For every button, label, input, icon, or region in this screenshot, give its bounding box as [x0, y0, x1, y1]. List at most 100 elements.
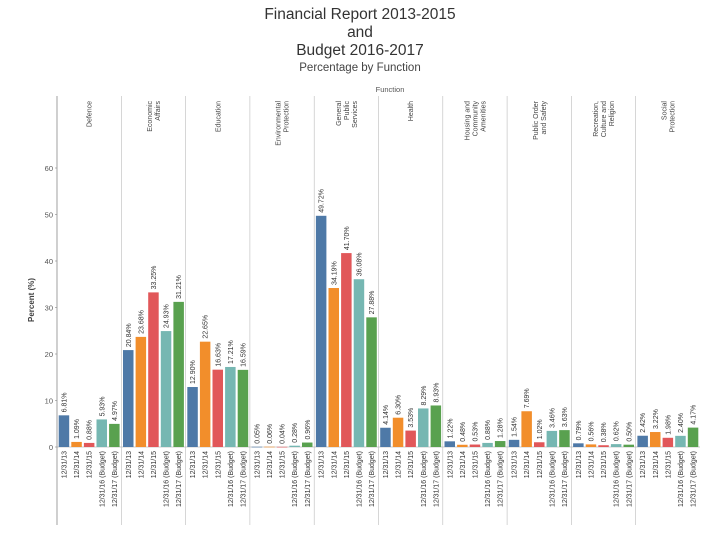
data-label: 0.28% [292, 423, 299, 443]
data-label: 0.96% [305, 420, 312, 440]
bar [418, 408, 429, 447]
bar [366, 317, 377, 447]
panel-header-label: Housing and [464, 101, 471, 140]
data-label: 27.88% [369, 291, 376, 315]
bar [559, 430, 570, 447]
data-label: 34.19% [331, 261, 338, 285]
data-label: 41.70% [344, 226, 351, 250]
x-tick-label: 12/31/17 (Budget) [240, 451, 247, 507]
x-tick-label: 12/31/14 [74, 451, 81, 478]
panel-header-label: and Safety [541, 101, 548, 135]
data-label: 1.98% [665, 415, 672, 435]
data-label: 12.90% [190, 360, 197, 384]
bar [687, 427, 699, 447]
bar [123, 350, 134, 447]
bar [508, 439, 520, 447]
data-label: 8.29% [421, 386, 428, 406]
panel-header-label: Health [408, 101, 415, 121]
bar [173, 301, 184, 447]
x-tick-label: 12/31/15 [408, 451, 415, 478]
data-label: 0.50% [626, 422, 633, 442]
data-label: 16.59% [240, 343, 247, 367]
facet-header-title: Function [376, 85, 405, 94]
x-tick-label: 12/31/17 (Budget) [176, 451, 183, 507]
chart-title-block: Financial Report 2013-2015 and Budget 20… [0, 6, 720, 75]
bar [315, 215, 327, 447]
x-tick-label: 12/31/17 (Budget) [498, 451, 505, 507]
data-label: 0.05% [254, 424, 261, 444]
y-axis-label: Percent (%) [27, 278, 36, 322]
data-label: 22.65% [203, 315, 210, 339]
data-label: 24.93% [164, 304, 171, 328]
data-label: 4.17% [691, 405, 698, 425]
bar [469, 444, 481, 447]
bar [199, 341, 211, 447]
data-label: 2.40% [678, 413, 685, 433]
data-label: 0.48% [460, 422, 467, 442]
bar [392, 417, 404, 447]
bar [289, 445, 300, 447]
data-label: 0.62% [614, 421, 621, 441]
bar [546, 430, 558, 447]
x-tick-label: 12/31/16 (Budget) [164, 451, 171, 507]
x-tick-label: 12/31/16 (Budget) [485, 451, 492, 507]
x-tick-label: 12/31/15 [601, 451, 608, 478]
x-tick-label: 12/31/14 [138, 451, 145, 478]
x-tick-label: 12/31/15 [665, 451, 672, 478]
bar [637, 435, 648, 447]
bar [160, 331, 172, 447]
chart-title-line-1: Financial Report 2013-2015 [264, 6, 456, 23]
x-tick-label: 12/31/15 [280, 451, 287, 478]
x-tick-label: 12/31/17 (Budget) [433, 451, 440, 507]
x-tick-label: 12/31/16 (Budget) [421, 451, 428, 507]
bar [237, 369, 249, 447]
bar [598, 445, 609, 447]
bar [341, 253, 352, 447]
data-label: 0.38% [601, 422, 608, 442]
bar [276, 446, 288, 448]
panel-header-label: Protection [669, 101, 676, 133]
x-tick-label: 12/31/14 [267, 451, 274, 478]
data-label: 0.56% [588, 422, 595, 442]
bar [585, 444, 597, 447]
bar [482, 442, 493, 447]
panel-header-label: Community [472, 101, 479, 137]
data-label: 0.88% [485, 420, 492, 440]
bar [328, 288, 339, 447]
bar [610, 444, 622, 447]
x-tick-label: 12/31/15 [215, 451, 222, 478]
bar [109, 423, 120, 447]
bar [302, 442, 313, 447]
data-label: 1.28% [498, 418, 505, 438]
x-tick-label: 12/31/15 [472, 451, 479, 478]
x-tick-label: 12/31/16 (Budget) [549, 451, 556, 507]
data-label: 8.93% [433, 383, 440, 403]
x-tick-label: 12/31/13 [61, 451, 68, 478]
x-tick-label: 12/31/14 [460, 451, 467, 478]
x-tick-label: 12/31/16 (Budget) [678, 451, 685, 507]
data-label: 16.63% [215, 343, 222, 367]
data-label: 6.30% [396, 395, 403, 415]
data-label: 0.04% [280, 424, 287, 444]
panel-header-label: Services [352, 101, 359, 128]
x-tick-label: 12/31/16 (Budget) [228, 451, 235, 507]
bar [135, 336, 147, 447]
bar [58, 415, 70, 447]
bar [430, 405, 442, 447]
bar [71, 441, 82, 447]
x-tick-label: 12/31/14 [396, 451, 403, 478]
panel-header-label: Economic [147, 101, 154, 132]
x-tick-label: 12/31/17 (Budget) [626, 451, 633, 507]
data-label: 49.72% [319, 189, 326, 213]
data-label: 23.68% [138, 310, 145, 334]
bar [212, 369, 223, 447]
bar [96, 419, 107, 447]
chart-subtitle: Percentage by Function [299, 62, 421, 74]
panel-header-label: Public Order [533, 100, 540, 140]
panel-header-label: Recreation, [593, 101, 600, 137]
data-label: 1.02% [537, 419, 544, 439]
x-tick-label: 12/31/14 [588, 451, 595, 478]
x-tick-label: 12/31/15 [537, 451, 544, 478]
x-tick-label: 12/31/16 (Budget) [614, 451, 621, 507]
